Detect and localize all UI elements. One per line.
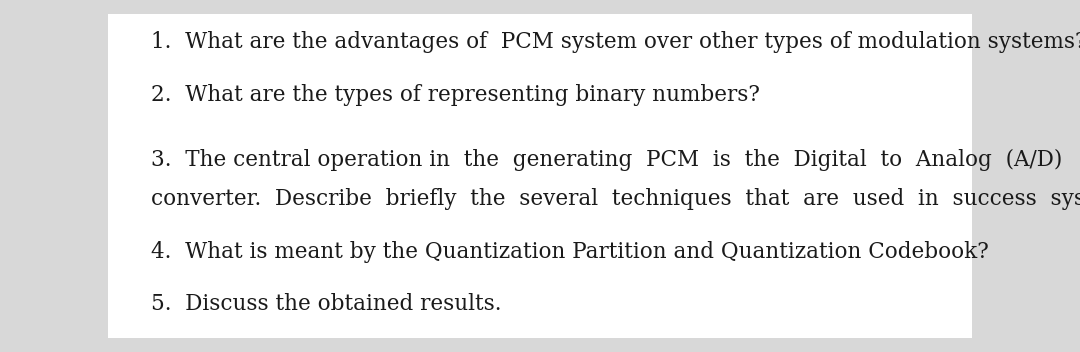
FancyBboxPatch shape: [108, 14, 972, 338]
Text: 1.  What are the advantages of  PCM system over other types of modulation system: 1. What are the advantages of PCM system…: [151, 31, 1080, 53]
Text: converter.  Describe  briefly  the  several  techniques  that  are  used  in  su: converter. Describe briefly the several …: [151, 188, 1080, 210]
Text: 5.  Discuss the obtained results.: 5. Discuss the obtained results.: [151, 294, 502, 315]
Text: 3.  The central operation in  the  generating  PCM  is  the  Digital  to  Analog: 3. The central operation in the generati…: [151, 149, 1063, 171]
Text: 2.  What are the types of representing binary numbers?: 2. What are the types of representing bi…: [151, 84, 760, 106]
Text: 4.  What is meant by the Quantization Partition and Quantization Codebook?: 4. What is meant by the Quantization Par…: [151, 241, 989, 263]
